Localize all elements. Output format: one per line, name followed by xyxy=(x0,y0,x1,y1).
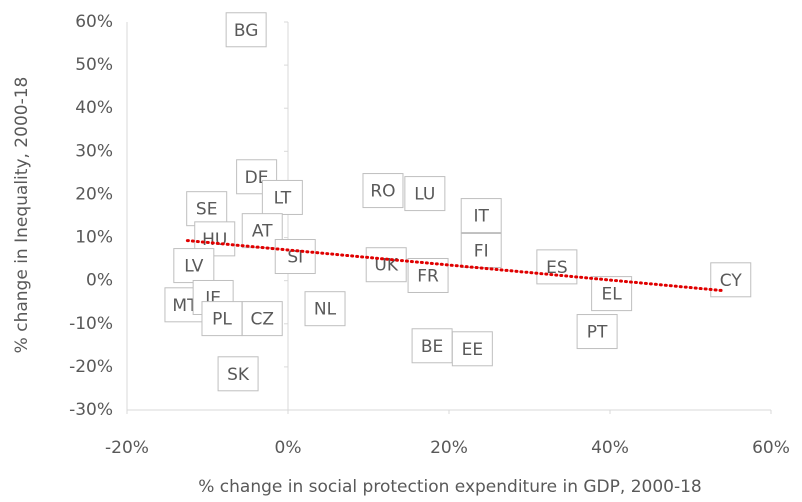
point-label: LU xyxy=(414,185,435,205)
point-label: NL xyxy=(314,300,337,320)
point-label: ES xyxy=(546,258,568,278)
point-label-box xyxy=(217,356,259,392)
y-tick-label: 30% xyxy=(75,141,113,161)
point-label-box xyxy=(225,12,267,48)
point-label: LT xyxy=(274,188,292,208)
point-label-box xyxy=(173,248,215,284)
point-label: BG xyxy=(234,21,259,41)
point-label-box xyxy=(460,232,502,268)
point-label-box xyxy=(411,328,453,364)
point-label: EL xyxy=(602,285,623,305)
point-label-box xyxy=(186,191,228,227)
point-label: MT xyxy=(172,296,198,316)
x-tick-label: 40% xyxy=(591,438,629,458)
point-label-box xyxy=(451,331,493,367)
y-tick-label: -10% xyxy=(69,314,113,334)
point-label-box xyxy=(404,176,446,212)
point-label: LV xyxy=(184,257,204,277)
y-axis-label: % change in Inequality, 2000-18 xyxy=(12,77,32,354)
point-label: BE xyxy=(421,337,443,357)
x-tick-label: 20% xyxy=(430,438,468,458)
point-label: PL xyxy=(212,310,232,330)
point-label: CY xyxy=(720,271,743,291)
point-label: HU xyxy=(202,230,227,250)
point-label-box xyxy=(710,262,752,298)
x-tick-label: 60% xyxy=(752,438,790,458)
point-label-box xyxy=(304,291,346,327)
point-label-box xyxy=(274,239,316,275)
y-tick-label: 20% xyxy=(75,184,113,204)
y-tick-label: 50% xyxy=(75,55,113,75)
point-label-box xyxy=(362,173,404,209)
y-tick-label: 60% xyxy=(75,12,113,32)
point-label-box xyxy=(365,247,407,283)
point-label: FR xyxy=(417,266,439,286)
x-axis-label: % change in social protection expenditur… xyxy=(198,477,701,497)
point-label: FI xyxy=(474,241,489,261)
point-label-box xyxy=(241,301,283,337)
point-label-box xyxy=(460,198,502,234)
point-label: RO xyxy=(370,182,395,202)
point-label: IT xyxy=(473,207,489,227)
y-tick-label: -30% xyxy=(69,400,113,420)
y-tick-label: 10% xyxy=(75,228,113,248)
point-label: SK xyxy=(227,365,250,385)
x-tick-label: 0% xyxy=(275,438,302,458)
point-label-box xyxy=(201,301,243,337)
point-label: SI xyxy=(287,248,303,268)
trendline xyxy=(185,239,725,293)
point-label: AT xyxy=(252,222,273,242)
y-tick-label: 40% xyxy=(75,98,113,118)
point-label: SE xyxy=(196,200,218,220)
point-label-box xyxy=(576,314,618,350)
point-label: PT xyxy=(587,323,608,343)
x-tick-label: -20% xyxy=(105,438,149,458)
y-tick-label: 0% xyxy=(86,271,113,291)
point-label-box xyxy=(261,179,303,215)
point-label: EE xyxy=(462,340,483,360)
point-label-box xyxy=(536,249,578,285)
y-tick-label: -20% xyxy=(69,357,113,377)
point-label: CZ xyxy=(250,310,274,330)
